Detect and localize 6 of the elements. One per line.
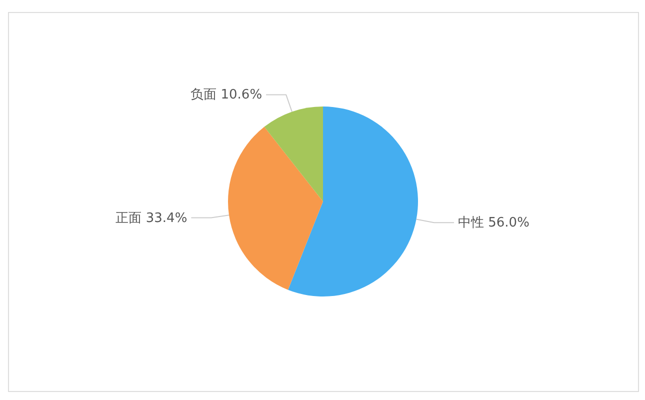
slice-label: 负面 10.6% (190, 88, 262, 103)
pie-slice (228, 126, 323, 290)
pie-slice (264, 106, 323, 202)
pie-slice (288, 106, 418, 296)
slice-label: 中性 56.0% (458, 216, 530, 231)
slice-label: 正面 33.4% (116, 210, 188, 226)
